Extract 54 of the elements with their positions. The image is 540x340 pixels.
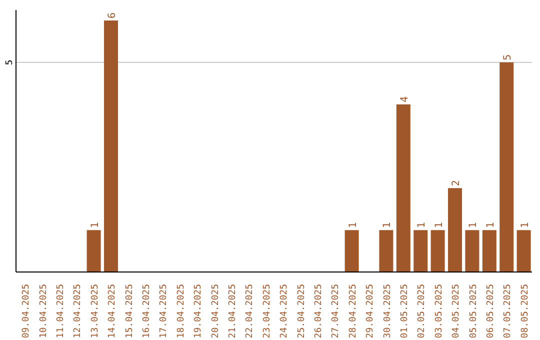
data-label: 2 [451,180,462,186]
x-tick-label: 07.05.2025 [503,284,514,338]
data-label: 5 [502,54,514,60]
x-tick-label: 16.04.2025 [142,284,152,338]
bar [448,188,462,272]
x-tick-label: 26.04.2025 [314,284,324,338]
bar [516,230,531,272]
x-tick-label: 18.04.2025 [176,284,186,338]
x-tick-label: 02.05.2025 [417,284,428,338]
x-tick-label: 23.04.2025 [262,284,272,338]
x-tick-label: 28.04.2025 [348,284,358,338]
bar [379,230,394,272]
bar [430,230,445,272]
bar [86,230,101,272]
x-tick-label: 20.04.2025 [210,284,221,338]
x-tick-label: 13.04.2025 [90,284,100,338]
bar [465,230,480,272]
x-tick-label: 03.05.2025 [434,284,444,338]
data-label: 4 [399,96,410,102]
bar [500,62,514,272]
x-tick-label: 17.04.2025 [159,284,170,338]
x-tick-label: 04.05.2025 [452,284,462,338]
x-tick-label: 10.04.2025 [38,284,49,338]
x-tick-label: 29.04.2025 [366,284,376,338]
data-label: 1 [416,222,428,228]
data-label: 1 [520,222,531,228]
x-tick-label: 14.04.2025 [108,284,118,338]
x-tick-label: 01.05.2025 [400,284,410,338]
x-tick-label: 08.05.2025 [520,284,530,338]
data-label: 1 [434,222,445,228]
bar [344,230,359,272]
data-label: 1 [348,222,359,228]
bar [396,104,410,272]
x-tick-label: 21.04.2025 [228,284,238,338]
bar [482,230,496,272]
data-label: 1 [468,222,480,228]
data-label: 1 [382,222,394,228]
data-label: 1 [485,222,496,228]
x-tick-label: 30.04.2025 [382,284,393,338]
x-tick-label: 22.04.2025 [245,284,256,338]
x-tick-label: 06.05.2025 [486,284,496,338]
x-tick-label: 19.04.2025 [194,284,204,338]
x-tick-label: 15.04.2025 [124,284,135,338]
x-tick-label: 25.04.2025 [296,284,307,338]
x-tick-label: 27.04.2025 [331,284,342,338]
data-label: 6 [107,12,118,18]
bar [104,20,118,272]
x-tick-label: 24.04.2025 [280,284,290,338]
data-label: 1 [90,222,101,228]
bar [414,230,428,272]
x-tick-label: 09.04.2025 [22,284,32,338]
x-tick-label: 11.04.2025 [56,284,66,338]
x-tick-label: 12.04.2025 [73,284,84,338]
x-tick-label: 05.05.2025 [468,284,479,338]
